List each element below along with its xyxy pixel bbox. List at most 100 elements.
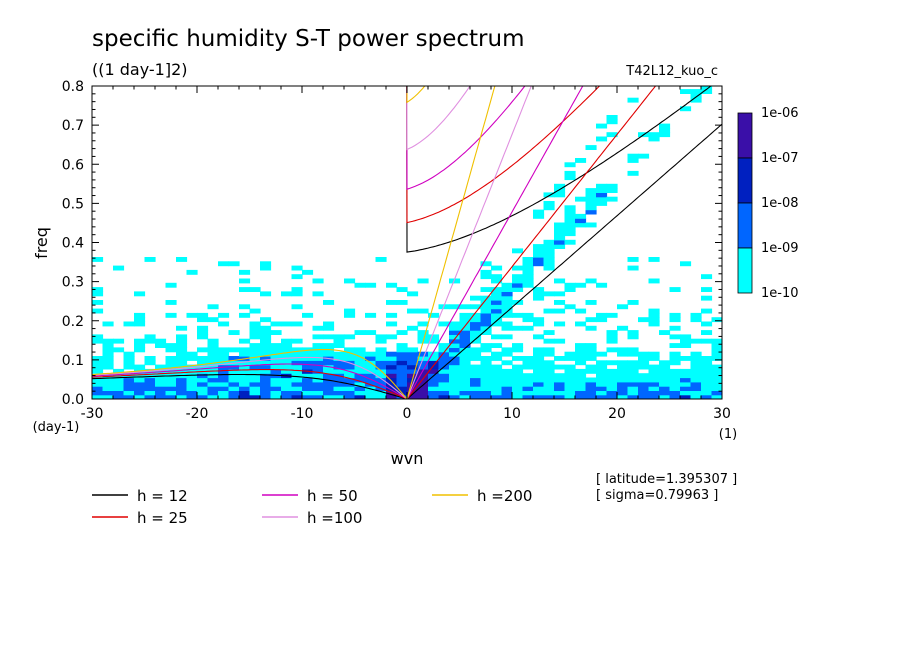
heatmap-cell: [449, 386, 461, 391]
heatmap-cell: [207, 390, 219, 396]
heatmap-cell: [501, 347, 513, 353]
heatmap-cell: [470, 334, 482, 340]
heatmap-cell: [228, 261, 240, 267]
heatmap-cell: [102, 351, 114, 357]
heatmap-cell: [543, 252, 555, 258]
heatmap-cell: [491, 317, 503, 323]
heatmap-cell: [438, 347, 450, 353]
heatmap-cell: [123, 360, 135, 366]
heatmap-cell: [123, 386, 135, 391]
heatmap-cell: [659, 364, 671, 370]
heatmap-cell: [354, 282, 366, 288]
chart-title: specific humidity S-T power spectrum: [92, 26, 524, 52]
heatmap-cell: [533, 360, 545, 366]
sigma-info: [ sigma=0.79963 ]: [596, 488, 718, 503]
heatmap-cell: [449, 278, 461, 284]
x-tick-label: 20: [608, 406, 626, 422]
heatmap-cell: [701, 360, 713, 366]
heatmap-cell: [470, 312, 482, 318]
heatmap-cell: [323, 351, 335, 357]
heatmap-cell: [711, 338, 722, 344]
heatmap-cell: [281, 377, 293, 383]
heatmap-cell: [281, 291, 293, 297]
heatmap-cell: [291, 347, 303, 353]
heatmap-cell: [711, 351, 722, 357]
heatmap-cell: [417, 386, 429, 391]
heatmap-cell: [134, 394, 146, 399]
heatmap-cell: [449, 343, 461, 348]
heatmap-cell: [470, 347, 482, 353]
heatmap-cell: [302, 381, 314, 387]
heatmap-cell: [92, 287, 104, 292]
heatmap-cell: [228, 368, 240, 374]
heatmap-cell: [522, 386, 534, 391]
heatmap-cell: [396, 377, 408, 383]
heatmap-cell: [176, 325, 188, 331]
heatmap-cell: [197, 347, 209, 353]
heatmap-cell: [680, 343, 692, 348]
heatmap-cell: [165, 381, 177, 387]
heatmap-cell: [543, 239, 555, 245]
heatmap-cell: [491, 308, 503, 314]
heatmap-cell: [701, 373, 713, 379]
heatmap-cell: [155, 377, 167, 383]
heatmap-cell: [438, 351, 450, 357]
heatmap-cell: [522, 282, 534, 288]
heatmap-cell: [522, 364, 534, 370]
heatmap-cell: [533, 390, 545, 396]
heatmap-cell: [386, 364, 398, 370]
heatmap-cell: [207, 364, 219, 370]
heatmap-cell: [606, 347, 618, 353]
heatmap-cell: [606, 312, 618, 318]
heatmap-cell: [459, 317, 471, 323]
heatmap-cell: [176, 394, 188, 399]
heatmap-cell: [501, 381, 513, 387]
heatmap-cell: [575, 394, 587, 399]
heatmap-cell: [123, 381, 135, 387]
heatmap-cell: [585, 317, 597, 323]
heatmap-cell: [417, 278, 429, 284]
heatmap-cell: [375, 351, 387, 357]
heatmap-cell: [134, 321, 146, 327]
y-tick-label: 0.4: [62, 236, 84, 252]
heatmap-cell: [260, 334, 272, 340]
heatmap-cell: [491, 394, 503, 399]
x-axis: -30 -20 -10 0 10 20 30: [81, 86, 731, 422]
heatmap-cell: [491, 304, 503, 310]
heatmap-cell: [438, 368, 450, 374]
heatmap-cell: [396, 356, 408, 361]
heatmap-cell: [680, 377, 692, 383]
heatmap-cell: [575, 282, 587, 288]
x-axis-label: wvn: [391, 449, 424, 468]
heatmap-cell: [333, 390, 345, 396]
heatmap-cell: [323, 381, 335, 387]
heatmap-cell: [690, 390, 702, 396]
heatmap-cell: [543, 308, 555, 314]
heatmap-cell: [554, 278, 566, 284]
heatmap-cell: [669, 287, 681, 292]
heatmap-cell: [711, 343, 722, 348]
legend-label: h =100: [307, 509, 362, 527]
heatmap-cell: [207, 394, 219, 399]
heatmap-cell: [165, 377, 177, 383]
y-tick-label: 0.0: [62, 392, 84, 408]
heatmap-cell: [491, 390, 503, 396]
heatmap-cell: [260, 347, 272, 353]
legend-label: h = 12: [137, 487, 188, 505]
heatmap-cell: [134, 347, 146, 353]
heatmap-cell: [533, 317, 545, 323]
heatmap-cell: [554, 364, 566, 370]
heatmap-cell: [690, 312, 702, 318]
heatmap-cell: [585, 300, 597, 305]
heatmap-cell: [585, 351, 597, 357]
heatmap-cell: [669, 394, 681, 399]
heatmap-cell: [270, 394, 282, 399]
heatmap-cell: [312, 386, 324, 391]
heatmap-cell: [92, 257, 104, 262]
heatmap-cell: [165, 390, 177, 396]
heatmap-cell: [270, 321, 282, 327]
heatmap-cell: [491, 287, 503, 292]
heatmap-cell: [333, 334, 345, 340]
heatmap-cell: [648, 312, 660, 318]
heatmap-cell: [491, 386, 503, 391]
